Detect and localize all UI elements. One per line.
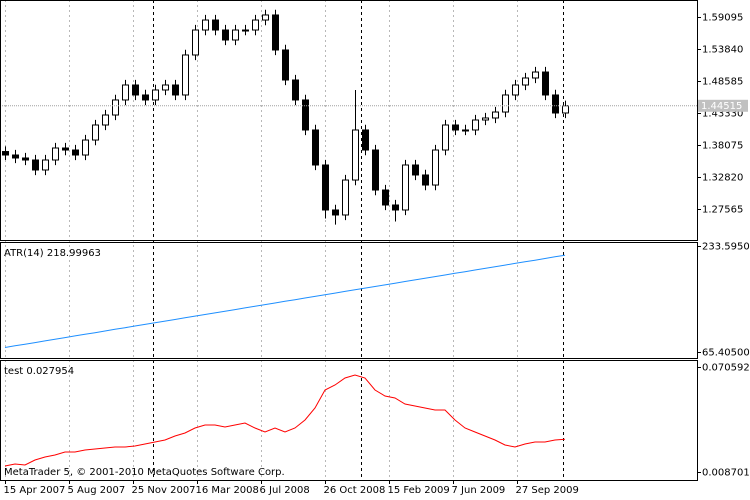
candle-body	[142, 94, 149, 101]
plot-layer	[0, 0, 697, 480]
candle-body	[482, 117, 489, 121]
candle-body	[232, 29, 239, 41]
candle-body	[102, 114, 109, 126]
candle-body	[462, 129, 469, 132]
candle-body	[322, 164, 329, 211]
candle-body	[132, 84, 139, 96]
candle-body	[192, 29, 199, 56]
x-tick-label: 25 Nov 2007	[132, 485, 196, 496]
indicator-line	[4, 254, 566, 348]
candle-body	[182, 54, 189, 96]
indicator-name: ATR(14)	[4, 248, 44, 259]
candle-body	[22, 157, 29, 161]
y-tick-label: 1.53840	[702, 45, 743, 56]
candle-body	[162, 84, 169, 91]
candle-body	[442, 124, 449, 151]
x-tick-label: 16 Mar 2008	[196, 485, 259, 496]
indicator-label: ATR(14) 218.99963	[4, 248, 101, 259]
footer-text: MetaTrader 5, © 2001-2010 MetaQuotes Sof…	[4, 467, 285, 478]
candle-body	[312, 129, 319, 166]
candle-body	[172, 84, 179, 96]
y-tick-label: 0.070592	[702, 363, 750, 374]
y-tick-label: 1.38075	[702, 141, 743, 152]
candle-body	[72, 149, 79, 156]
current-price-label: 1.44515	[701, 101, 742, 112]
candle-body	[392, 204, 399, 211]
candle-body	[32, 159, 39, 171]
y-tick-label: 1.32820	[702, 173, 743, 184]
candle-body	[282, 49, 289, 81]
candle-body	[82, 139, 89, 156]
candle-body	[292, 79, 299, 101]
candle-body	[562, 105, 569, 114]
y-tick-label: 233.59500	[702, 242, 750, 253]
candle-body	[42, 159, 49, 171]
candle-body	[532, 71, 539, 79]
indicator-value: 218.99963	[47, 248, 101, 259]
candle-body	[302, 99, 309, 131]
candle-body	[522, 77, 529, 86]
indicator-label: test 0.027954	[4, 366, 74, 377]
candle-body	[552, 94, 559, 114]
candle-body	[222, 29, 229, 41]
candle-body	[412, 164, 419, 176]
y-tick-label: 1.48585	[702, 77, 743, 88]
candle-body	[542, 71, 549, 96]
x-tick-label: 27 Sep 2009	[516, 485, 579, 496]
candle-body	[52, 147, 59, 161]
candle-body	[352, 129, 359, 181]
y-tick-label: 0.008701	[702, 468, 750, 479]
candle-body	[92, 124, 99, 141]
indicator-name: test	[4, 366, 23, 377]
x-tick-label: 7 Jun 2009	[452, 485, 506, 496]
x-tick-label: 5 Aug 2007	[68, 485, 126, 496]
x-tick-label: 6 Jul 2008	[260, 485, 310, 496]
candle-body	[272, 14, 279, 51]
candle-body	[402, 164, 409, 211]
candle-body	[262, 14, 269, 21]
candle-body	[212, 19, 219, 31]
x-tick-label: 15 Feb 2009	[388, 485, 450, 496]
x-tick-label: 15 Apr 2007	[4, 485, 66, 496]
current-price-box	[698, 99, 748, 112]
candle-body	[372, 149, 379, 191]
y-tick-label: 1.27565	[702, 205, 743, 216]
candle-body	[512, 84, 519, 96]
candle-body	[332, 209, 339, 216]
candle-body	[252, 19, 259, 31]
candle-body	[382, 189, 389, 206]
test-panel-frame	[0, 360, 698, 481]
candle-body	[452, 124, 459, 131]
x-tick-label: 26 Oct 2008	[324, 485, 386, 496]
candle-body	[502, 94, 509, 113]
price-panel-frame	[0, 0, 698, 241]
candle-body	[362, 129, 369, 151]
candle-body	[202, 19, 209, 31]
candle-body	[112, 99, 119, 116]
y-tick-label: 65.40500	[702, 348, 750, 359]
candle-body	[152, 89, 159, 101]
candle-body	[2, 151, 9, 156]
candle-body	[242, 29, 249, 32]
candle-body	[122, 84, 129, 101]
atr-panel-frame	[0, 242, 698, 359]
candle-body	[342, 179, 349, 216]
indicator-line	[4, 374, 566, 467]
candle-body	[422, 174, 429, 186]
candle-body	[432, 149, 439, 186]
candle-body	[492, 111, 499, 119]
candle-body	[472, 119, 479, 131]
indicator-value: 0.027954	[26, 366, 74, 377]
y-tick-label: 1.59095	[702, 13, 743, 24]
candle-body	[12, 154, 19, 159]
y-tick-label: 1.43330	[702, 109, 743, 120]
candle-body	[62, 147, 69, 151]
